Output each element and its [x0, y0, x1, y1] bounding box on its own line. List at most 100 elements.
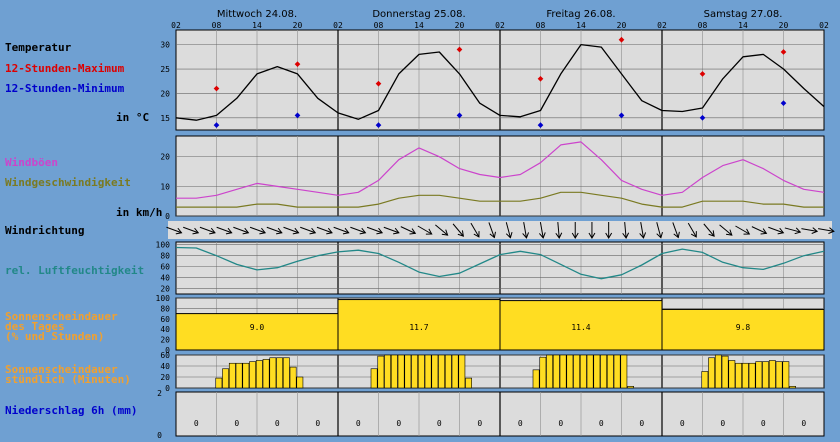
sun-hourly-bar [613, 354, 621, 389]
sun-hourly-bar [559, 354, 567, 389]
min-marker [375, 122, 382, 128]
wind-arrow [470, 222, 480, 238]
wind-arrow [768, 226, 785, 235]
sun-hourly-bar [620, 354, 628, 389]
sun-hourly-bar [627, 386, 634, 389]
wind-arrow-shaft [470, 222, 480, 238]
y-tick-label: 40 [160, 325, 170, 334]
wind-arrow-head [656, 231, 663, 239]
sun-hourly-bar [417, 354, 425, 389]
label-sun-daily: des Tages [5, 320, 65, 333]
wind-arrow-shaft [183, 226, 199, 234]
y-tick-label: 20 [160, 285, 170, 294]
precip-value: 0 [680, 419, 685, 428]
wind-arrow-head [376, 227, 384, 235]
sun-hourly-bar [262, 359, 270, 389]
wind-arrow [316, 226, 333, 235]
sun-hourly-bar [782, 361, 790, 389]
sun-hourly-bar [444, 354, 452, 389]
label-minimum: 12-Stunden-Minimum [5, 82, 125, 95]
wind-arrow-head [811, 227, 819, 234]
wind-arrow-shaft [233, 226, 249, 234]
sun-hourly-bar [701, 371, 709, 389]
wind-arrow-head [605, 232, 613, 239]
wind-arrow-shaft [687, 222, 697, 238]
wind-arrow [555, 221, 563, 239]
sun-daily-hours: 11.4 [571, 323, 590, 332]
sun-hourly-bar [762, 361, 769, 389]
sun-daily-bar [337, 299, 501, 351]
wind-arrow [656, 222, 663, 239]
sun-hourly-bar [390, 354, 398, 389]
y-tick-label: 80 [160, 252, 170, 261]
wind-arrow-head [473, 231, 480, 238]
sun-hourly-bar [215, 377, 223, 389]
sun-daily-hours: 9.8 [736, 323, 751, 332]
sun-hourly-bar [384, 354, 391, 389]
wind-arrow-head [192, 227, 200, 235]
gust-line [176, 141, 825, 199]
sun-hourly-bar [735, 362, 742, 389]
sun-hourly-bar [708, 357, 715, 389]
sun-hourly-bar [282, 357, 290, 389]
sun-hourly-bar [255, 360, 263, 389]
hour-tick-label: 02 [171, 21, 181, 30]
sun-hourly-bar [775, 361, 783, 389]
wind-arrow-shaft [818, 228, 834, 232]
wind-arrow [784, 227, 802, 235]
sun-hourly-bar [289, 366, 297, 389]
wind-arrow-head [588, 232, 596, 239]
precip-value: 0 [477, 419, 482, 428]
sun-hourly-bar [600, 354, 607, 389]
wind-arrow-head [326, 227, 333, 235]
sun-hourly-bar [714, 354, 722, 389]
hour-tick-label: 08 [698, 21, 708, 30]
wind-arrow [522, 222, 530, 239]
label-direction: Windrichtung [5, 224, 84, 237]
sun-hourly-bar [228, 362, 236, 389]
precip-value: 0 [396, 419, 401, 428]
sun-daily-bar [661, 308, 825, 351]
wind-arrow [622, 221, 630, 239]
sun-hourly-bar [539, 356, 547, 389]
wind-arrow-head [259, 227, 267, 235]
wind-arrow [571, 222, 579, 239]
wind-arrow-head [725, 229, 733, 236]
wind-arrow-shaft [640, 222, 644, 238]
wind-arrow-shaft [523, 222, 527, 238]
label-maximum: 12-Stunden-Maximum [5, 62, 125, 75]
label-sun-daily: Sonnenscheindauer [5, 310, 118, 323]
min-marker [213, 122, 220, 128]
sun-hourly-bar [552, 354, 560, 389]
sun-hourly-bar [755, 361, 763, 389]
y-tick-label: 15 [160, 114, 170, 123]
wind-arrow [383, 226, 400, 235]
wind-arrow [216, 226, 233, 235]
wind-arrow-head [359, 227, 367, 235]
max-marker [699, 71, 706, 77]
wind-arrow [639, 222, 647, 239]
wind-arrow-head [538, 232, 546, 239]
day-header: Mittwoch 24.08. [217, 9, 297, 20]
wind-arrow-head [309, 227, 317, 235]
temperature-line [175, 43, 825, 121]
precip-value: 0 [518, 419, 523, 428]
wind-arrow-shaft [784, 227, 801, 233]
wind-arrow-shaft [735, 225, 750, 235]
wind-arrow [452, 223, 464, 237]
wind-arrow-shaft [400, 226, 416, 234]
wind-arrow-head [828, 227, 835, 234]
sun-hourly-bar [768, 360, 776, 389]
sun-hourly-bar [465, 377, 472, 389]
precip-value: 0 [801, 419, 806, 428]
min-marker [618, 112, 625, 119]
wind-arrow [801, 227, 819, 234]
wind-arrow-head [489, 231, 496, 239]
hour-tick-label: 20 [455, 21, 465, 30]
wind-arrow-head [622, 232, 630, 239]
hour-tick-label: 02 [495, 21, 505, 30]
y-tick-label: 2 [157, 389, 162, 398]
label-sun-daily: (% und Stunden) [5, 330, 104, 343]
